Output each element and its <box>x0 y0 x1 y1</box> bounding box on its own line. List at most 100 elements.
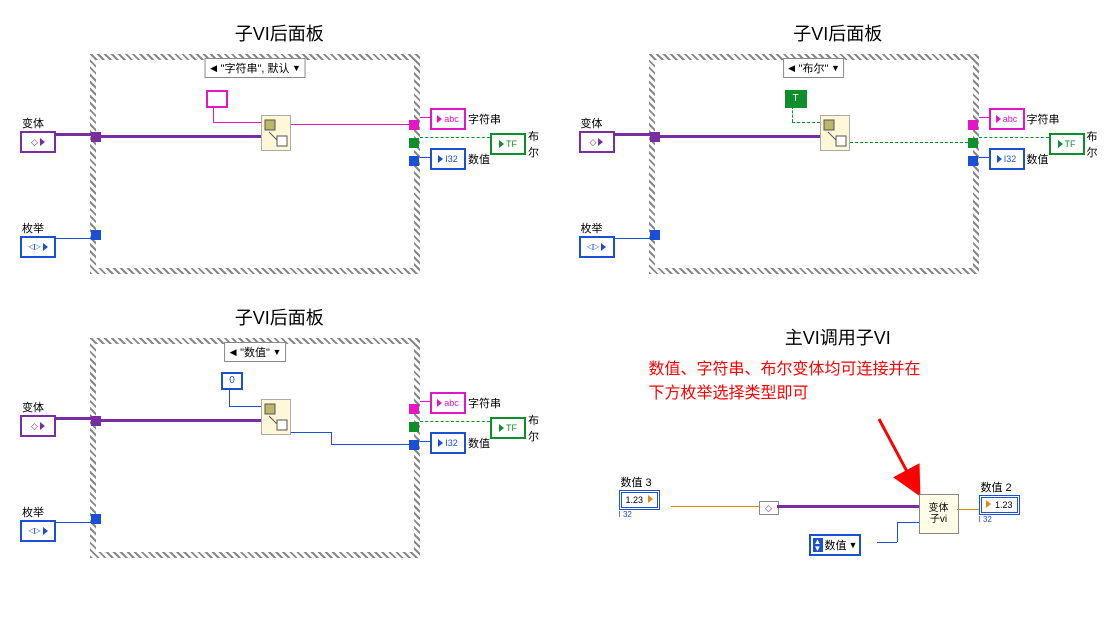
wire-string-out <box>291 124 414 125</box>
wire-variant-ext <box>56 417 96 420</box>
bool-terminal[interactable]: TF <box>490 133 526 155</box>
panel-title: 子VI后面板 <box>20 304 539 330</box>
indicator-string: abc 字符串 <box>989 108 1060 130</box>
case-selector[interactable]: ◀ "布尔" ▼ <box>783 58 845 78</box>
variant-to-data-icon[interactable] <box>261 115 291 151</box>
control-variant: 变体 ◇ <box>579 115 615 153</box>
wire-i32-out-v <box>331 432 332 444</box>
wire-ext-bool <box>420 137 490 138</box>
bool-true-constant[interactable]: T <box>785 90 807 108</box>
tunnel-string-out <box>409 404 419 414</box>
indicator-numeric: I32 数值 <box>989 148 1049 170</box>
tunnel-i32-out <box>409 156 419 166</box>
wire-bool-out <box>850 142 973 143</box>
tunnel-bool-out <box>968 138 978 148</box>
enum-terminal[interactable]: ◁▷ <box>579 236 615 258</box>
wire-enum-h2 <box>897 522 919 523</box>
string-constant[interactable] <box>206 90 228 108</box>
tunnel-string-out <box>409 120 419 130</box>
i32-terminal[interactable]: I32 <box>430 148 466 170</box>
indicator-string: abc 字符串 <box>430 392 501 414</box>
wire-enum-ext <box>56 238 96 239</box>
variant-terminal[interactable]: ◇ <box>20 131 56 153</box>
to-variant-icon[interactable]: ◇ <box>759 501 779 515</box>
panel-bool-case: 子VI后面板 变体 ◇ 枚举 ◁▷ ◀ "布尔" ▼ <box>579 20 1098 274</box>
variant-terminal[interactable]: ◇ <box>20 415 56 437</box>
indicator-bool: TF 布尔 <box>490 412 539 444</box>
enum-terminal[interactable]: ◁▷ <box>20 520 56 542</box>
enum-terminal[interactable]: ◁▷ <box>20 236 56 258</box>
wire-i32-type-v <box>229 388 230 406</box>
wire-i32-type-h <box>229 406 261 407</box>
wire-ext-i32 <box>420 441 430 442</box>
i32-zero-constant[interactable]: 0 <box>221 372 243 390</box>
wire-variant <box>660 135 820 138</box>
bool-terminal[interactable]: TF <box>490 417 526 439</box>
variant-to-data-icon[interactable] <box>820 115 850 151</box>
wire-bool-type-h <box>792 122 820 123</box>
panel-title: 主VI调用子VI <box>579 324 1098 350</box>
i32-terminal[interactable]: I32 <box>430 432 466 454</box>
wire-bool-type-v <box>792 106 793 122</box>
wire-i32-out-h2 <box>331 444 414 445</box>
case-next-icon[interactable]: ▼ <box>292 63 300 73</box>
case-prev-icon[interactable]: ◀ <box>788 63 796 73</box>
case-next-icon[interactable]: ▼ <box>831 63 839 73</box>
panel-title: 子VI后面板 <box>20 20 539 46</box>
wire-string-type-h <box>213 122 261 123</box>
tunnel-i32-out <box>968 156 978 166</box>
dbl-terminal-out[interactable]: 1.23 <box>979 495 1020 515</box>
control-enum: 枚举 ◁▷ <box>579 220 615 258</box>
string-terminal[interactable]: abc <box>989 108 1025 130</box>
wire-enum-ext <box>56 522 96 523</box>
annotation-text: 数值、字符串、布尔变体均可连接并在 下方枚举选择类型即可 <box>649 358 1098 406</box>
wire-ext-i32 <box>420 157 430 158</box>
enum-spinner-icon[interactable]: ▲▼ <box>813 538 823 552</box>
wire-variant-to-subvi <box>777 505 919 508</box>
wire-string-type-v <box>213 106 214 122</box>
wire-variant <box>101 135 261 138</box>
string-terminal[interactable]: abc <box>430 108 466 130</box>
case-structure: ◀ "布尔" ▼ T <box>649 54 979 274</box>
wire-enum-ext <box>615 238 655 239</box>
case-structure: ◀ "数值" ▼ 0 <box>90 338 420 558</box>
control-numeric3: 数值 3 1.23 I 32 <box>619 474 660 519</box>
indicator-bool: TF 布尔 <box>490 128 539 160</box>
subvi-node[interactable]: 变体 子vi <box>919 494 959 534</box>
panel-main-vi: 主VI调用子VI 数值、字符串、布尔变体均可连接并在 下方枚举选择类型即可 数值… <box>579 304 1098 558</box>
case-selector[interactable]: ◀ "字符串", 默认 ▼ <box>205 58 306 78</box>
wire-subvi-out <box>957 509 979 510</box>
wire-dbl-to-variant <box>671 506 759 507</box>
variant-terminal[interactable]: ◇ <box>579 131 615 153</box>
case-structure: ◀ "字符串", 默认 ▼ <box>90 54 420 274</box>
indicator-bool: TF 布尔 <box>1049 128 1098 160</box>
tunnel-bool-out <box>409 422 419 432</box>
string-terminal[interactable]: abc <box>430 392 466 414</box>
case-prev-icon[interactable]: ◀ <box>210 63 218 73</box>
dbl-terminal[interactable]: 1.23 <box>619 490 660 510</box>
control-enum: 枚举 ◁▷ <box>20 220 56 258</box>
case-selector[interactable]: ◀ "数值" ▼ <box>224 342 286 362</box>
panel-numeric-case: 子VI后面板 变体 ◇ 枚举 ◁▷ ◀ "数值" ▼ <box>20 304 539 558</box>
wire-variant-ext <box>615 133 655 136</box>
indicator-numeric: I32 数值 <box>430 432 490 454</box>
i32-terminal[interactable]: I32 <box>989 148 1025 170</box>
wire-i32-out-h1 <box>291 432 331 433</box>
control-enum: 枚举 ◁▷ <box>20 504 56 542</box>
case-prev-icon[interactable]: ◀ <box>229 347 237 357</box>
wire-ext-bool <box>979 137 1049 138</box>
case-next-icon[interactable]: ▼ <box>273 347 281 357</box>
wire-ext-i32 <box>979 157 989 158</box>
wire-ext-string <box>979 117 989 118</box>
control-variant: 变体 ◇ <box>20 115 56 153</box>
tunnel-bool-out <box>409 138 419 148</box>
wire-ext-string <box>420 117 430 118</box>
bool-terminal[interactable]: TF <box>1049 133 1085 155</box>
indicator-numeric2: 数值 2 1.23 I 32 <box>979 479 1020 524</box>
indicator-string: abc 字符串 <box>430 108 501 130</box>
panel-title: 子VI后面板 <box>579 20 1098 46</box>
indicator-numeric: I32 数值 <box>430 148 490 170</box>
wire-enum-v <box>897 522 898 542</box>
variant-to-data-icon[interactable] <box>261 399 291 435</box>
enum-constant[interactable]: ▲▼ 数值 ▼ <box>809 534 862 556</box>
